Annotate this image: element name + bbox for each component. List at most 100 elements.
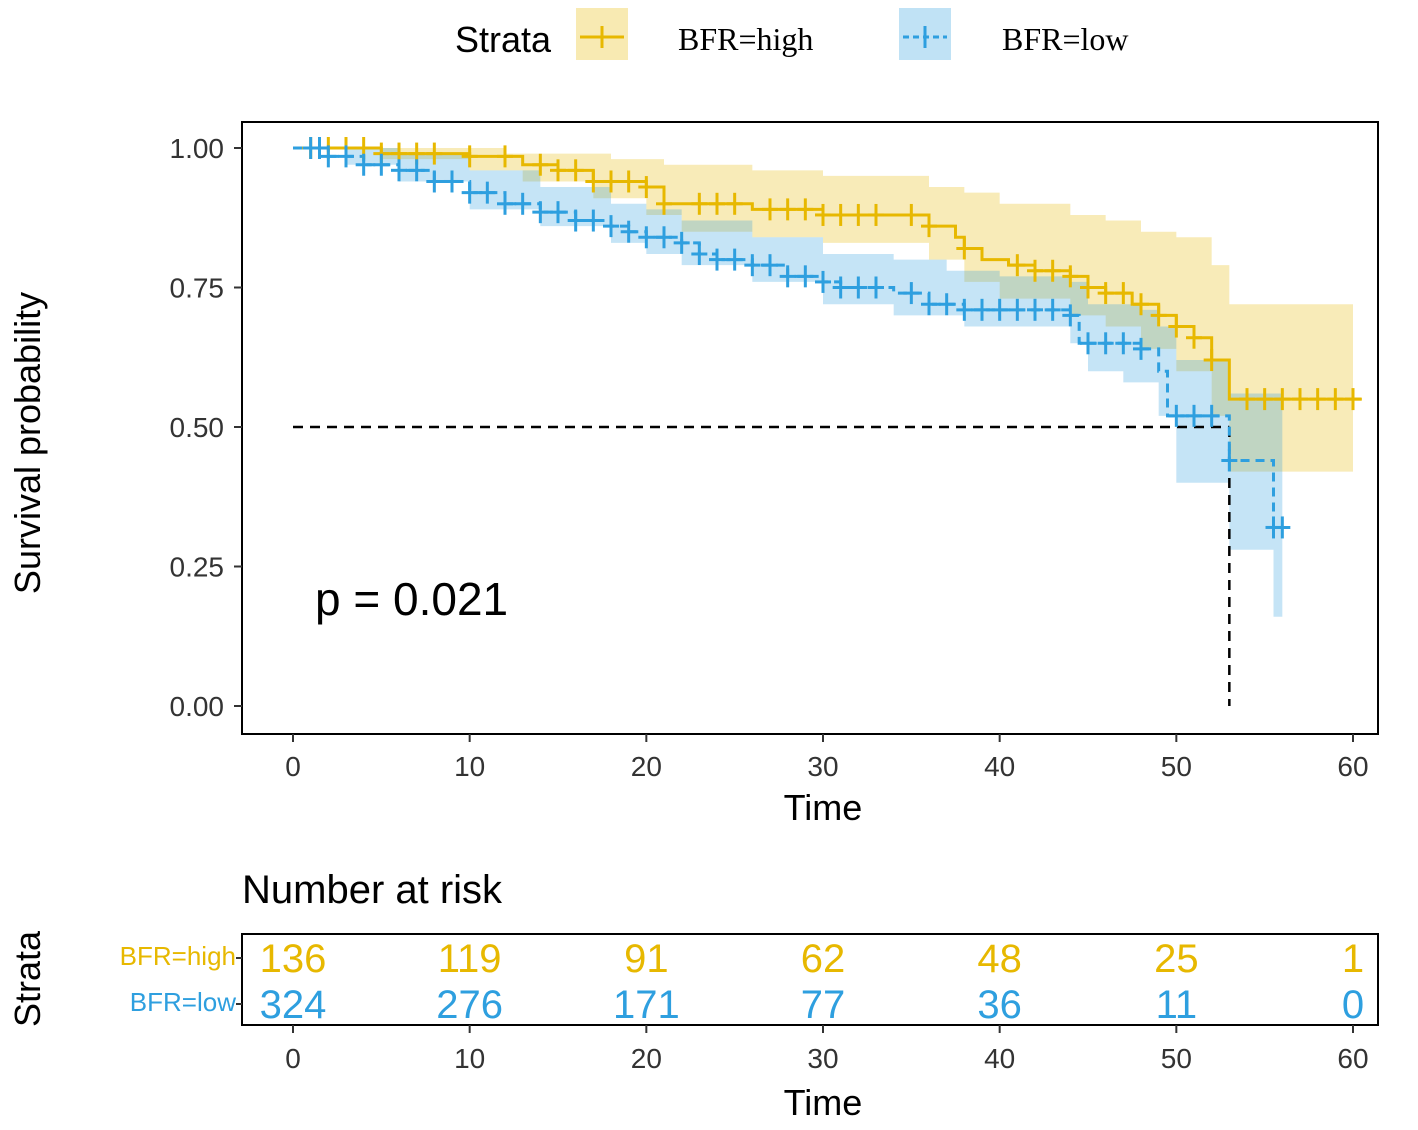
censor-mark-high xyxy=(461,145,478,168)
censor-mark-high xyxy=(1027,259,1043,282)
censor-marks xyxy=(302,137,1361,539)
censor-mark-low xyxy=(868,276,884,299)
legend-key-low xyxy=(899,8,951,60)
risk-value-high: 119 xyxy=(438,937,502,981)
censor-mark-low xyxy=(408,159,425,182)
censor-mark-low xyxy=(744,254,761,277)
legend-key-high xyxy=(576,8,628,60)
censor-mark-low xyxy=(938,293,955,316)
censor-mark-high xyxy=(1239,388,1255,411)
censor-mark-low xyxy=(1062,304,1079,327)
censor-mark-high xyxy=(1133,293,1149,316)
censor-mark-low xyxy=(762,254,778,277)
censor-mark-high xyxy=(1309,388,1326,411)
censor-mark-high xyxy=(868,203,884,226)
censor-mark-high xyxy=(1292,388,1308,411)
censor-mark-low xyxy=(726,248,743,271)
censor-mark-low xyxy=(638,226,655,249)
censor-mark-high xyxy=(1080,276,1096,299)
censor-mark-high xyxy=(691,192,708,215)
censor-mark-low xyxy=(567,209,584,232)
y-axis-title: Survival probability xyxy=(7,292,48,594)
risk-value-high: 25 xyxy=(1154,937,1199,981)
risk-x-tick-label: 0 xyxy=(285,1043,301,1074)
censor-mark-high xyxy=(656,192,672,215)
censor-mark-low xyxy=(974,298,990,321)
risk-value-high: 62 xyxy=(801,937,846,981)
risk-table: Number at risk BFR=high BFR=low 136 119 91… xyxy=(7,868,1379,1123)
risk-strata-label-high: BFR=high xyxy=(120,941,236,971)
x-axis-title: Time xyxy=(784,787,863,828)
censor-mark-high xyxy=(850,203,867,226)
censor-mark-low xyxy=(338,145,354,168)
censor-mark-high xyxy=(638,176,655,199)
x-tick-label: 0 xyxy=(285,751,301,782)
censor-mark-low xyxy=(311,137,328,159)
censor-mark-low xyxy=(921,293,937,316)
legend-label-low: BFR=low xyxy=(1002,21,1129,57)
censor-mark-high xyxy=(1256,388,1273,411)
risk-x-axis: 0 10 20 30 40 50 60 xyxy=(285,1025,1369,1074)
censor-mark-high xyxy=(1009,254,1026,277)
censor-mark-high xyxy=(726,192,743,215)
risk-value-low: 77 xyxy=(801,983,846,1027)
y-tick-label: 0.75 xyxy=(170,273,225,304)
censor-mark-high xyxy=(903,203,920,226)
confidence-bands xyxy=(293,148,1353,617)
legend-label-high: BFR=high xyxy=(678,21,813,57)
censor-mark-high xyxy=(550,159,566,182)
risk-x-tick-label: 60 xyxy=(1337,1043,1368,1074)
legend: Strata BFR=high BFR=low xyxy=(455,8,1129,60)
y-tick-label: 0.25 xyxy=(170,552,225,583)
censor-mark-high xyxy=(1168,315,1185,338)
censor-mark-high xyxy=(1115,282,1132,305)
risk-x-tick-label: 40 xyxy=(984,1043,1015,1074)
censor-mark-low xyxy=(691,243,708,266)
x-tick-label: 10 xyxy=(454,751,485,782)
median-reference-lines xyxy=(293,425,1231,706)
censor-mark-high xyxy=(603,170,619,193)
censor-mark-low xyxy=(532,201,549,224)
risk-value-low: 324 xyxy=(260,983,327,1027)
censor-mark-high xyxy=(532,153,549,176)
censor-mark-low xyxy=(1221,449,1238,472)
censor-mark-high xyxy=(1327,388,1344,411)
censor-mark-low xyxy=(709,248,725,271)
censor-mark-high xyxy=(779,198,796,221)
survival-plot: 0.00 0.25 0.50 0.75 1.00 0 10 20 30 40 50 60 p = 0… xyxy=(7,121,1379,828)
censor-mark-low xyxy=(991,298,1008,321)
censor-mark-high xyxy=(426,142,443,165)
censor-mark-low xyxy=(603,215,619,238)
censor-mark-high xyxy=(762,198,778,221)
censor-mark-high xyxy=(620,170,637,193)
censor-mark-low xyxy=(391,159,407,182)
censor-mark-high xyxy=(797,198,814,221)
risk-value-low: 11 xyxy=(1156,983,1198,1027)
censor-mark-high xyxy=(1186,326,1202,349)
censor-mark-low xyxy=(1186,404,1202,427)
censor-mark-low xyxy=(497,192,513,215)
risk-table-border xyxy=(241,933,1379,1026)
censor-mark-low xyxy=(479,181,496,204)
risk-value-low: 0 xyxy=(1342,983,1364,1027)
censor-mark-low xyxy=(832,276,849,299)
censor-mark-low xyxy=(373,153,390,176)
censor-mark-low xyxy=(956,298,973,321)
risk-value-low: 171 xyxy=(613,983,680,1027)
x-axis: 0 10 20 30 40 50 60 xyxy=(285,734,1369,782)
censor-mark-high xyxy=(921,215,937,238)
p-value-annotation: p = 0.021 xyxy=(315,573,508,625)
risk-value-high: 1 xyxy=(1342,937,1364,981)
censor-mark-low xyxy=(1027,298,1043,321)
censor-mark-low xyxy=(903,282,920,305)
y-axis: 0.00 0.25 0.50 0.75 1.00 xyxy=(170,133,242,722)
risk-value-low: 276 xyxy=(436,983,503,1027)
censor-mark-high xyxy=(1150,304,1167,327)
censor-mark-high xyxy=(1345,388,1361,411)
risk-table-title: Number at risk xyxy=(242,868,503,912)
risk-x-tick-label: 30 xyxy=(807,1043,838,1074)
risk-value-low: 36 xyxy=(977,983,1022,1027)
x-tick-label: 40 xyxy=(984,751,1015,782)
censor-mark-high xyxy=(709,192,725,215)
